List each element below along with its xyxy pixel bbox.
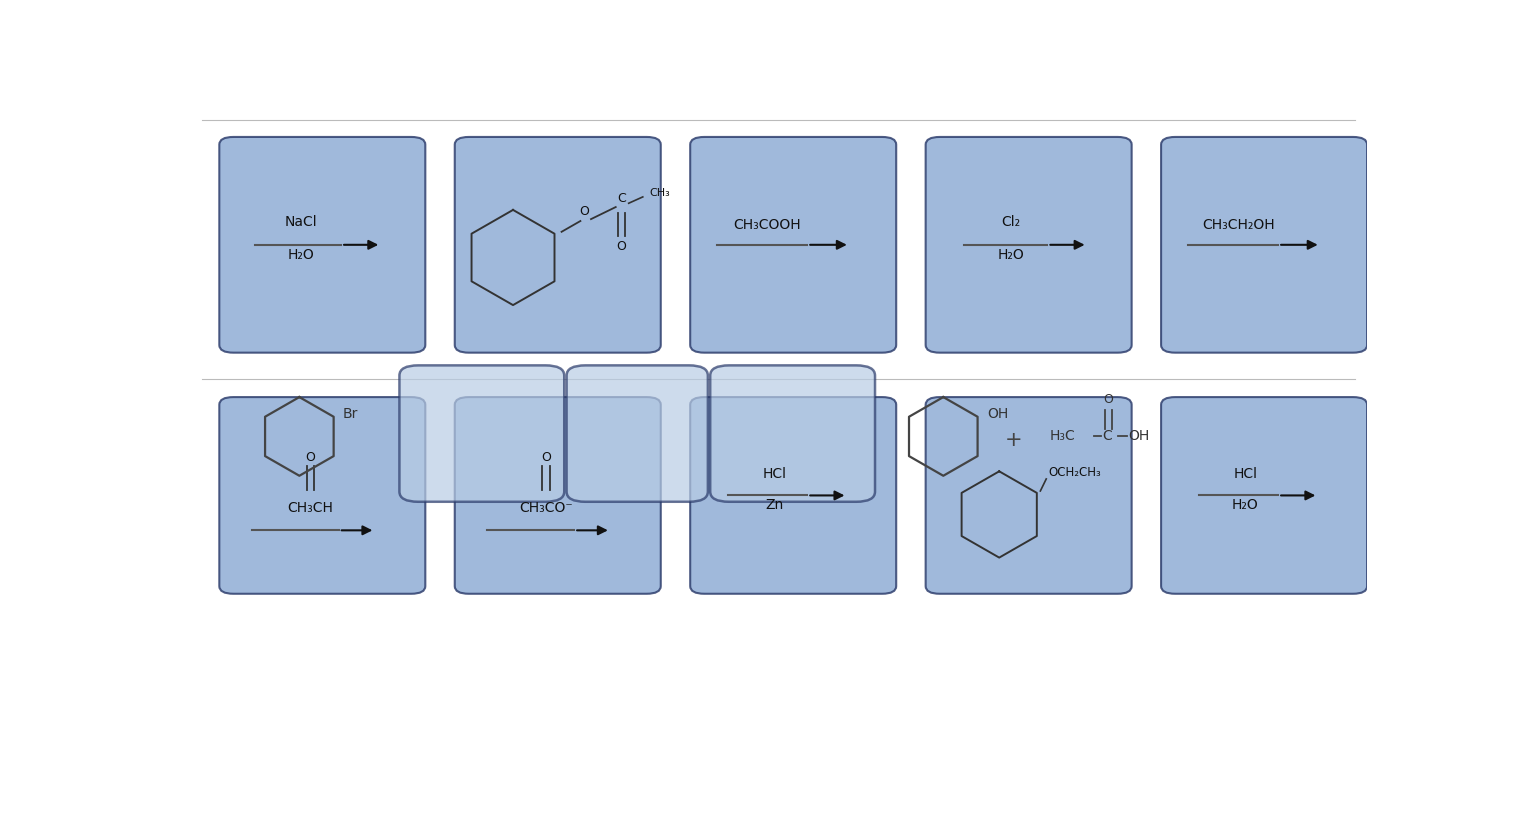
FancyBboxPatch shape — [925, 137, 1132, 353]
Text: O: O — [541, 451, 551, 464]
FancyBboxPatch shape — [690, 397, 896, 594]
FancyBboxPatch shape — [219, 397, 425, 594]
Text: Br: Br — [343, 406, 358, 420]
Text: O: O — [579, 205, 589, 218]
Text: OH: OH — [1129, 429, 1150, 443]
FancyBboxPatch shape — [1161, 137, 1367, 353]
Text: O: O — [305, 451, 316, 464]
FancyBboxPatch shape — [454, 137, 661, 353]
Text: H₂O: H₂O — [1232, 498, 1259, 512]
Text: HCl: HCl — [763, 467, 787, 481]
FancyBboxPatch shape — [1161, 397, 1367, 594]
FancyBboxPatch shape — [711, 365, 875, 502]
Text: CH₃: CH₃ — [650, 188, 670, 199]
Text: HCl: HCl — [1233, 467, 1258, 481]
Text: O: O — [617, 240, 626, 253]
Text: H₂O: H₂O — [998, 248, 1024, 262]
Text: H₃C: H₃C — [1050, 429, 1075, 443]
Text: OCH₂CH₃: OCH₂CH₃ — [1048, 466, 1101, 479]
FancyBboxPatch shape — [399, 365, 564, 502]
Text: CH₃COOH: CH₃COOH — [734, 218, 801, 232]
Text: O: O — [1103, 393, 1113, 406]
FancyBboxPatch shape — [925, 397, 1132, 594]
Text: OH: OH — [987, 406, 1009, 420]
Text: C: C — [617, 191, 626, 204]
Text: Zn: Zn — [766, 498, 784, 512]
Text: CH₃CH₂OH: CH₃CH₂OH — [1202, 218, 1274, 232]
Text: C: C — [1103, 429, 1112, 443]
Text: CH₃CH: CH₃CH — [287, 500, 334, 514]
FancyBboxPatch shape — [690, 137, 896, 353]
Text: H₂O: H₂O — [287, 248, 314, 262]
FancyBboxPatch shape — [454, 397, 661, 594]
Text: NaCl: NaCl — [284, 215, 317, 229]
FancyBboxPatch shape — [567, 365, 708, 502]
Text: +: + — [1006, 430, 1022, 450]
Text: Cl₂: Cl₂ — [1001, 215, 1021, 229]
FancyBboxPatch shape — [219, 137, 425, 353]
Text: CH₃CO⁻: CH₃CO⁻ — [519, 500, 573, 514]
